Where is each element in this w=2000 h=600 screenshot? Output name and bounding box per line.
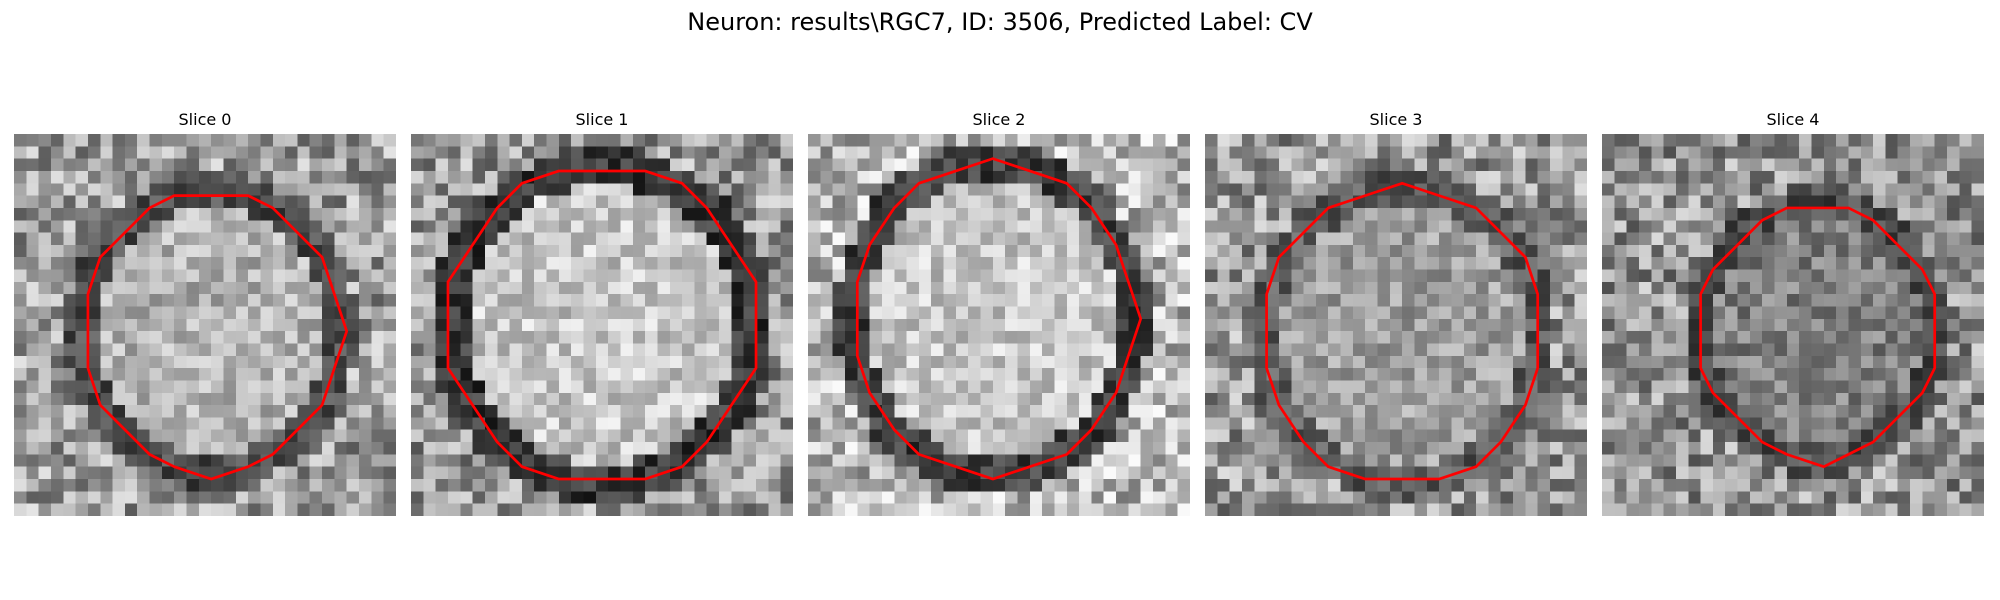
slice-title: Slice 1 [575, 110, 629, 129]
grayscale-pixels [14, 134, 396, 516]
slice-image [14, 134, 396, 516]
slice-image [808, 134, 1190, 516]
slice-title: Slice 3 [1369, 110, 1423, 129]
segmentation-contour [1265, 181, 1540, 481]
slice-2-svg [808, 134, 1190, 516]
slice-0-svg [14, 134, 396, 516]
segmentation-contour [1699, 206, 1937, 469]
slice-panel-4: Slice 4 [1602, 110, 1984, 516]
slice-panel-0: Slice 0 [14, 110, 396, 516]
grayscale-pixels [411, 134, 793, 516]
slice-3-svg [1205, 134, 1587, 516]
slice-4-svg [1602, 134, 1984, 516]
segmentation-contour [446, 169, 758, 481]
slice-image [1205, 134, 1587, 516]
slice-panel-1: Slice 1 [411, 110, 793, 516]
segmentation-contour [855, 157, 1143, 481]
slice-panel-2: Slice 2 [808, 110, 1190, 516]
slice-title: Slice 2 [972, 110, 1026, 129]
grayscale-pixels [1205, 134, 1587, 516]
slice-image [1602, 134, 1984, 516]
segmentation-contour [86, 194, 349, 481]
slice-image [411, 134, 793, 516]
slice-title: Slice 4 [1766, 110, 1820, 129]
figure-title: Neuron: results\RGC7, ID: 3506, Predicte… [687, 8, 1313, 36]
grayscale-pixels [1602, 134, 1984, 516]
grayscale-pixels [808, 134, 1190, 516]
slice-panel-3: Slice 3 [1205, 110, 1587, 516]
slice-1-svg [411, 134, 793, 516]
slice-title: Slice 0 [178, 110, 232, 129]
